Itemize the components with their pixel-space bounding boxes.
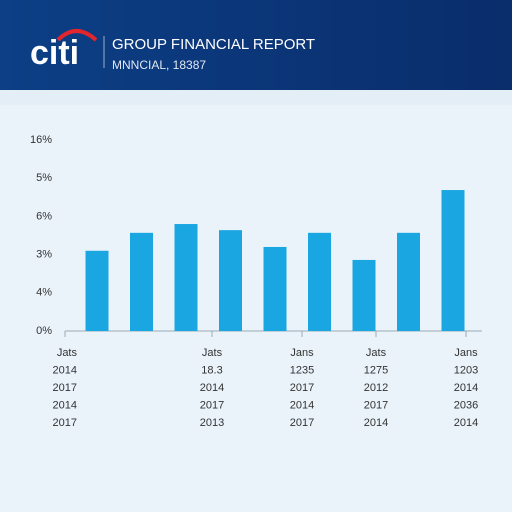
bar bbox=[85, 250, 109, 331]
x-tick-label: 2017 bbox=[290, 417, 314, 429]
x-tick-label: 2013 bbox=[200, 417, 224, 429]
bar bbox=[308, 232, 331, 331]
y-tick-label: 0% bbox=[36, 325, 52, 337]
chart-panel bbox=[0, 105, 512, 512]
bar bbox=[219, 230, 242, 331]
bar bbox=[263, 246, 287, 331]
report-title: GROUP FINANCIAL REPORT bbox=[112, 36, 315, 53]
x-tick-label: 2014 bbox=[364, 417, 388, 429]
x-tick-label: 2017 bbox=[290, 382, 314, 394]
x-tick-label: 2017 bbox=[53, 382, 77, 394]
y-tick-label: 4% bbox=[36, 287, 52, 299]
bar bbox=[352, 259, 376, 331]
x-tick-label: Jans bbox=[454, 347, 478, 359]
x-tick-label: 2014 bbox=[200, 382, 224, 394]
bar bbox=[397, 232, 420, 331]
x-tick-label: 2014 bbox=[53, 399, 77, 411]
logo: citi bbox=[30, 34, 79, 72]
x-tick-label: 2014 bbox=[53, 364, 77, 376]
x-tick-label: 2017 bbox=[53, 417, 77, 429]
y-tick-label: 6% bbox=[36, 210, 52, 222]
x-tick-label: 2014 bbox=[454, 382, 478, 394]
x-tick-label: Jans bbox=[290, 347, 314, 359]
y-tick-label: 5% bbox=[36, 172, 52, 184]
bar bbox=[441, 190, 465, 331]
x-tick-label: Jats bbox=[202, 347, 223, 359]
x-tick-label: 2014 bbox=[290, 399, 314, 411]
bar bbox=[130, 232, 153, 331]
x-tick-label: 2017 bbox=[200, 399, 224, 411]
x-tick-label: Jats bbox=[57, 347, 78, 359]
x-tick-label: 2017 bbox=[364, 399, 388, 411]
x-tick-label: 1203 bbox=[454, 364, 478, 376]
x-tick-label: Jats bbox=[366, 347, 387, 359]
header-band bbox=[0, 0, 512, 90]
y-tick-label: 16% bbox=[30, 134, 52, 146]
x-tick-label: 18.3 bbox=[201, 364, 222, 376]
x-tick-label: 1275 bbox=[364, 364, 388, 376]
x-tick-label: 2012 bbox=[364, 382, 388, 394]
logo-arc bbox=[56, 29, 98, 42]
x-tick-label: 2036 bbox=[454, 399, 478, 411]
y-tick-label: 3% bbox=[36, 249, 52, 261]
report-subtitle: MNNCIAL, 18387 bbox=[112, 58, 206, 72]
x-tick-label: 1235 bbox=[290, 364, 314, 376]
bar bbox=[174, 224, 198, 331]
x-tick-label: 2014 bbox=[454, 417, 478, 429]
